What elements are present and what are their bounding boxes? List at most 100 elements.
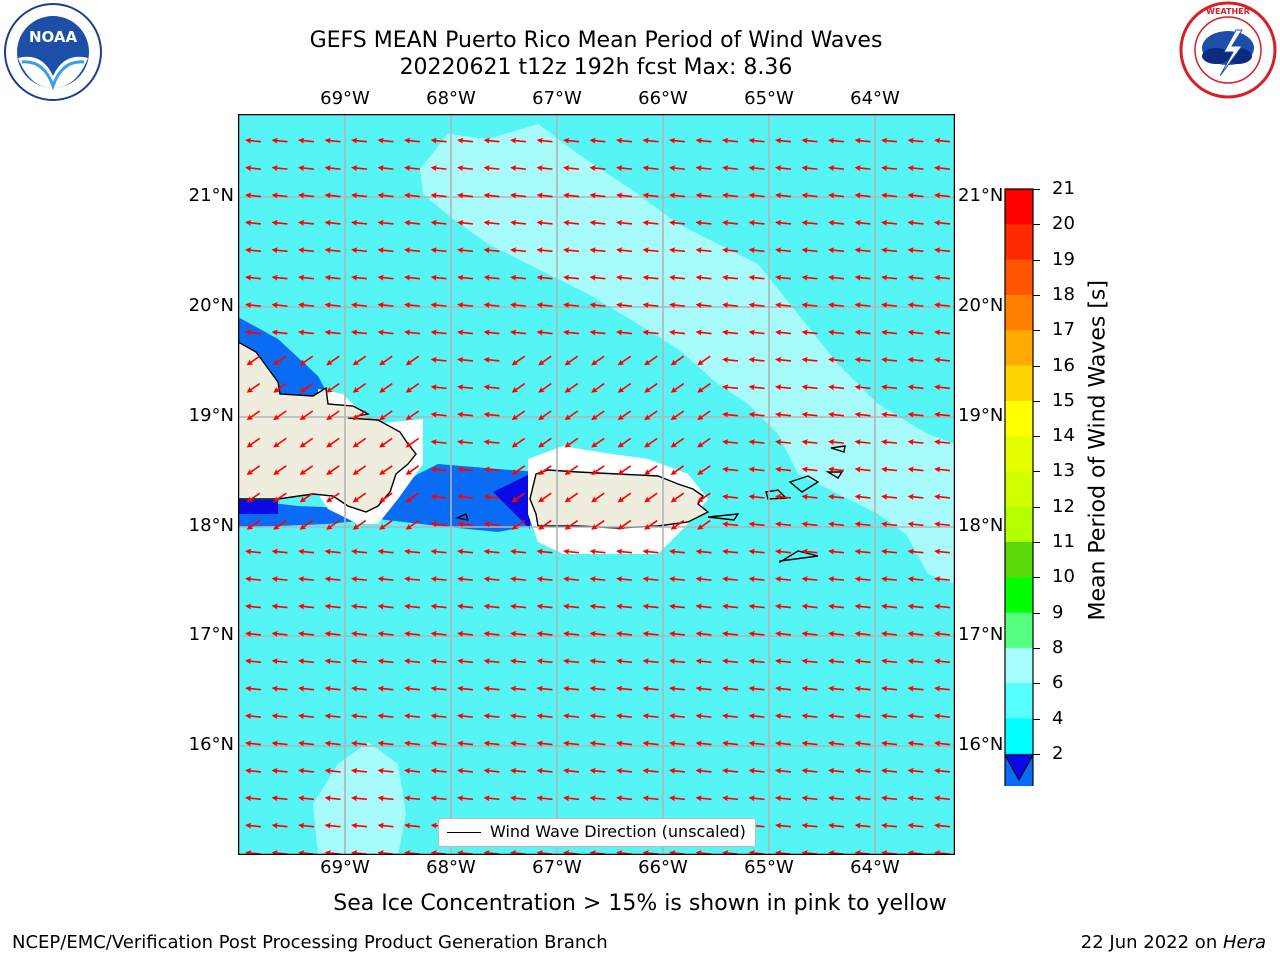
wave-direction-arrow — [722, 439, 739, 446]
wave-direction-arrow — [351, 740, 368, 747]
arrow-head — [616, 576, 623, 583]
arrow-head — [245, 247, 252, 254]
arrow-head — [881, 630, 888, 637]
wave-direction-arrow — [669, 165, 686, 172]
colorbar-segment — [1005, 294, 1033, 331]
wave-direction-arrow — [642, 576, 659, 583]
arrow-head — [457, 466, 464, 473]
arrow-head — [907, 439, 914, 446]
wave-direction-arrow — [697, 519, 711, 530]
wave-direction-arrow — [324, 137, 341, 144]
arrow-head — [907, 356, 914, 363]
wave-direction-arrow — [404, 576, 421, 583]
arrow-head — [404, 685, 411, 692]
arrow-head — [775, 576, 782, 583]
arrow-head — [801, 219, 808, 226]
wave-direction-arrow — [324, 685, 341, 692]
arrow-head — [245, 302, 252, 309]
arrow-head — [564, 414, 572, 421]
arrow-head — [934, 740, 941, 747]
arrow-head — [352, 469, 360, 475]
arrow-head — [775, 658, 782, 665]
arrow-head — [854, 192, 861, 199]
arrow-head — [591, 441, 598, 448]
wave-direction-arrow — [801, 137, 818, 144]
wave-direction-arrow — [669, 603, 686, 610]
arrow-head — [245, 192, 252, 199]
wave-direction-arrow — [510, 767, 527, 774]
arrow-head — [483, 767, 490, 774]
wave-direction-arrow — [245, 630, 262, 637]
arrow-head — [246, 359, 254, 366]
arrow-head — [564, 441, 572, 448]
arrow-head — [510, 247, 517, 254]
wave-direction-arrow — [722, 630, 739, 637]
arrow-head — [642, 603, 649, 610]
wave-direction-arrow — [430, 548, 447, 555]
wave-direction-arrow — [881, 603, 898, 610]
wave-direction-arrow — [854, 630, 871, 637]
arrow-head — [617, 496, 625, 503]
wave-period-map — [238, 114, 955, 855]
arrow-head — [483, 658, 490, 665]
arrow-head — [563, 219, 570, 226]
wave-direction-arrow — [245, 658, 262, 665]
wave-direction-arrow — [351, 192, 368, 199]
wave-direction-arrow — [273, 492, 287, 503]
wave-direction-arrow — [273, 355, 287, 366]
arrow-head — [616, 630, 623, 637]
arrow-head — [775, 165, 782, 172]
wave-direction-arrow — [669, 137, 686, 144]
arrow-head — [934, 466, 941, 473]
arrow-head — [722, 548, 729, 555]
arrow-head — [907, 219, 914, 226]
wave-direction-arrow — [801, 630, 818, 637]
wave-direction-arrow — [430, 356, 447, 363]
arrow-head — [775, 822, 782, 829]
wave-direction-arrow — [907, 767, 924, 774]
arrow-head — [273, 523, 280, 530]
arrow-head — [722, 713, 729, 720]
arrow-head — [589, 603, 596, 610]
wave-direction-arrow — [748, 603, 765, 610]
arrow-head — [377, 192, 384, 199]
arrow-head — [271, 165, 278, 172]
arrow-head — [669, 685, 676, 692]
arrow-head — [351, 137, 358, 144]
wave-direction-arrow — [642, 740, 659, 747]
wave-direction-arrow — [298, 329, 315, 336]
arrow-head — [377, 548, 384, 555]
wave-direction-arrow — [298, 302, 315, 309]
arrow-head — [246, 469, 254, 475]
wave-direction-arrow — [379, 465, 393, 475]
wave-direction-arrow — [881, 576, 898, 583]
arrow-head — [828, 219, 835, 226]
wave-direction-arrow — [510, 658, 527, 665]
arrow-head — [351, 767, 358, 774]
colorbar-tick — [1033, 471, 1040, 473]
wave-direction-arrow — [351, 548, 368, 555]
footer-machine: Hera — [1222, 932, 1266, 953]
wave-direction-arrow — [377, 822, 394, 829]
wave-direction-arrow — [430, 466, 447, 473]
arrow-head — [457, 329, 464, 336]
wave-direction-arrow — [644, 492, 658, 503]
wave-direction-arrow — [430, 247, 447, 254]
wave-direction-arrow — [722, 576, 739, 583]
wave-direction-arrow — [351, 795, 368, 802]
wave-direction-arrow — [589, 192, 606, 199]
arrow-head — [405, 469, 413, 475]
wave-direction-arrow — [695, 685, 712, 692]
arrow-head — [854, 713, 861, 720]
wave-direction-arrow — [324, 658, 341, 665]
arrow-head — [934, 767, 941, 774]
arrow-head — [695, 219, 702, 226]
wave-direction-arrow — [695, 329, 712, 336]
colorbar-label: 6 — [1052, 672, 1064, 694]
arrow-head — [616, 165, 623, 172]
wave-direction-arrow — [934, 302, 951, 309]
wave-direction-arrow — [352, 355, 367, 366]
wave-direction-arrow — [669, 192, 686, 199]
wave-direction-arrow — [510, 274, 527, 281]
virgin-islands — [788, 475, 820, 493]
